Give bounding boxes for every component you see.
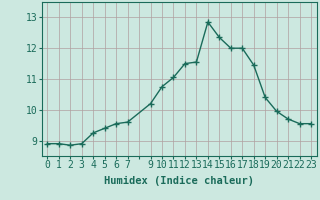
X-axis label: Humidex (Indice chaleur): Humidex (Indice chaleur) xyxy=(104,176,254,186)
